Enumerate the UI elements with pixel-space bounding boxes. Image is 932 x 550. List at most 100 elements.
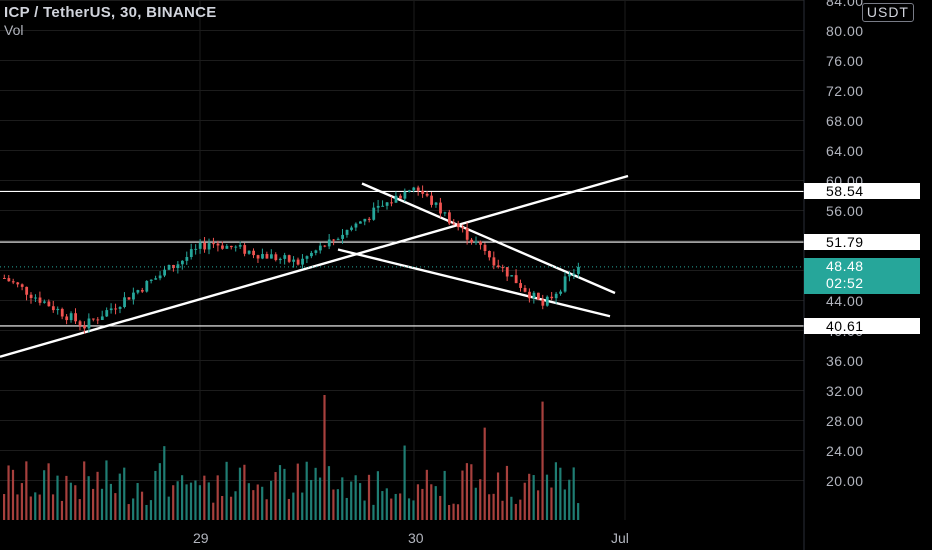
candle-body: [563, 276, 567, 292]
volume-bar: [43, 470, 46, 520]
candle-body: [514, 275, 518, 284]
trend-line: [337, 248, 611, 318]
volume-bar: [243, 464, 246, 520]
volume-bar: [287, 498, 290, 520]
candle-body: [399, 195, 402, 199]
volume-bar: [189, 482, 193, 520]
candle-body: [87, 318, 91, 329]
candle-body: [252, 250, 255, 256]
candle-body: [416, 187, 420, 191]
candle-body: [256, 255, 260, 259]
volume-bar: [154, 470, 157, 520]
trend-line: [0, 174, 629, 358]
candle-body: [470, 239, 474, 243]
volume-bar: [185, 484, 188, 520]
volume-bar: [100, 488, 104, 520]
price-tick: 32.00: [826, 382, 864, 399]
candle-body: [127, 297, 131, 300]
volume-bar: [545, 474, 549, 520]
volume-bars: [3, 395, 580, 520]
candle-body: [519, 283, 522, 288]
candle-body: [452, 223, 456, 225]
candle-body: [345, 229, 349, 235]
time-label-30: 30: [408, 530, 424, 546]
candle-body: [448, 212, 451, 224]
time-label-jul: Jul: [611, 530, 629, 546]
candle-body: [261, 254, 264, 259]
volume-bar: [20, 483, 23, 520]
candle-body: [412, 187, 416, 191]
candle-body: [181, 260, 184, 265]
volume-bar: [577, 503, 580, 520]
candle-body: [274, 254, 278, 261]
candle-body: [163, 269, 166, 276]
volume-bar: [367, 474, 371, 520]
volume-bar: [127, 504, 130, 520]
candle-body: [572, 273, 576, 275]
candle-body: [443, 212, 447, 214]
volume-bar: [270, 480, 273, 520]
candle-body: [3, 278, 6, 279]
volume-bar: [207, 482, 210, 520]
volume-bar: [376, 471, 379, 520]
horizontal-levels: [0, 190, 804, 327]
volume-bar: [501, 500, 504, 520]
volume-bar: [456, 504, 460, 520]
candle-body: [332, 239, 336, 241]
symbol-title[interactable]: ICP / TetherUS, 30, BINANCE: [4, 4, 217, 21]
trend-line: [361, 182, 616, 295]
candle-body: [283, 255, 287, 259]
price-tick: 68.00: [826, 112, 864, 129]
volume-bar: [496, 472, 500, 520]
volume-bar: [238, 467, 242, 520]
volume-bar: [132, 498, 135, 520]
volume-bar: [25, 461, 28, 520]
candle-body: [439, 202, 442, 214]
candle-body: [221, 245, 224, 249]
volume-indicator-label[interactable]: Vol: [4, 22, 24, 38]
candle-body: [118, 306, 122, 309]
candle-body: [194, 248, 198, 250]
volume-bar: [474, 487, 477, 520]
volume-bar: [252, 490, 255, 520]
volume-bar: [403, 445, 406, 520]
currency-button[interactable]: USDT: [861, 3, 914, 22]
volume-bar: [78, 499, 81, 520]
volume-bar: [176, 481, 179, 520]
candle-body: [296, 259, 300, 265]
candle-body: [167, 264, 171, 270]
candle-body: [92, 318, 95, 320]
volume-bar: [60, 500, 64, 520]
candle-body: [434, 202, 438, 205]
candle-body: [43, 301, 46, 303]
volume-bar: [381, 491, 384, 520]
volume-bar: [163, 446, 166, 520]
volume-bar: [465, 463, 468, 520]
volume-bar: [145, 504, 148, 520]
volume-bar: [318, 477, 322, 520]
candle-body: [456, 223, 460, 228]
volume-bar: [421, 488, 424, 520]
candle-body: [537, 292, 540, 300]
volume-bar: [216, 475, 219, 520]
candle-body: [140, 290, 144, 292]
candle-body: [376, 205, 380, 208]
volume-bar: [448, 504, 451, 520]
candle-body: [292, 259, 296, 262]
volume-bar: [225, 461, 228, 520]
candle-body: [243, 245, 247, 254]
volume-bar: [51, 494, 55, 520]
candle-body: [225, 245, 229, 249]
volume-bar: [296, 463, 299, 520]
candle-body: [11, 281, 15, 283]
volume-bar: [412, 500, 415, 520]
price-tick: 76.00: [826, 52, 864, 69]
candle-body: [305, 256, 309, 259]
candle-body: [354, 223, 358, 228]
price-label-51-79: 51.79: [804, 234, 920, 251]
candle-body: [301, 258, 304, 265]
price-tick: 36.00: [826, 352, 864, 369]
volume-bar: [47, 463, 50, 520]
volume-bar: [38, 494, 41, 520]
price-label-40-61: 40.61: [804, 317, 920, 334]
